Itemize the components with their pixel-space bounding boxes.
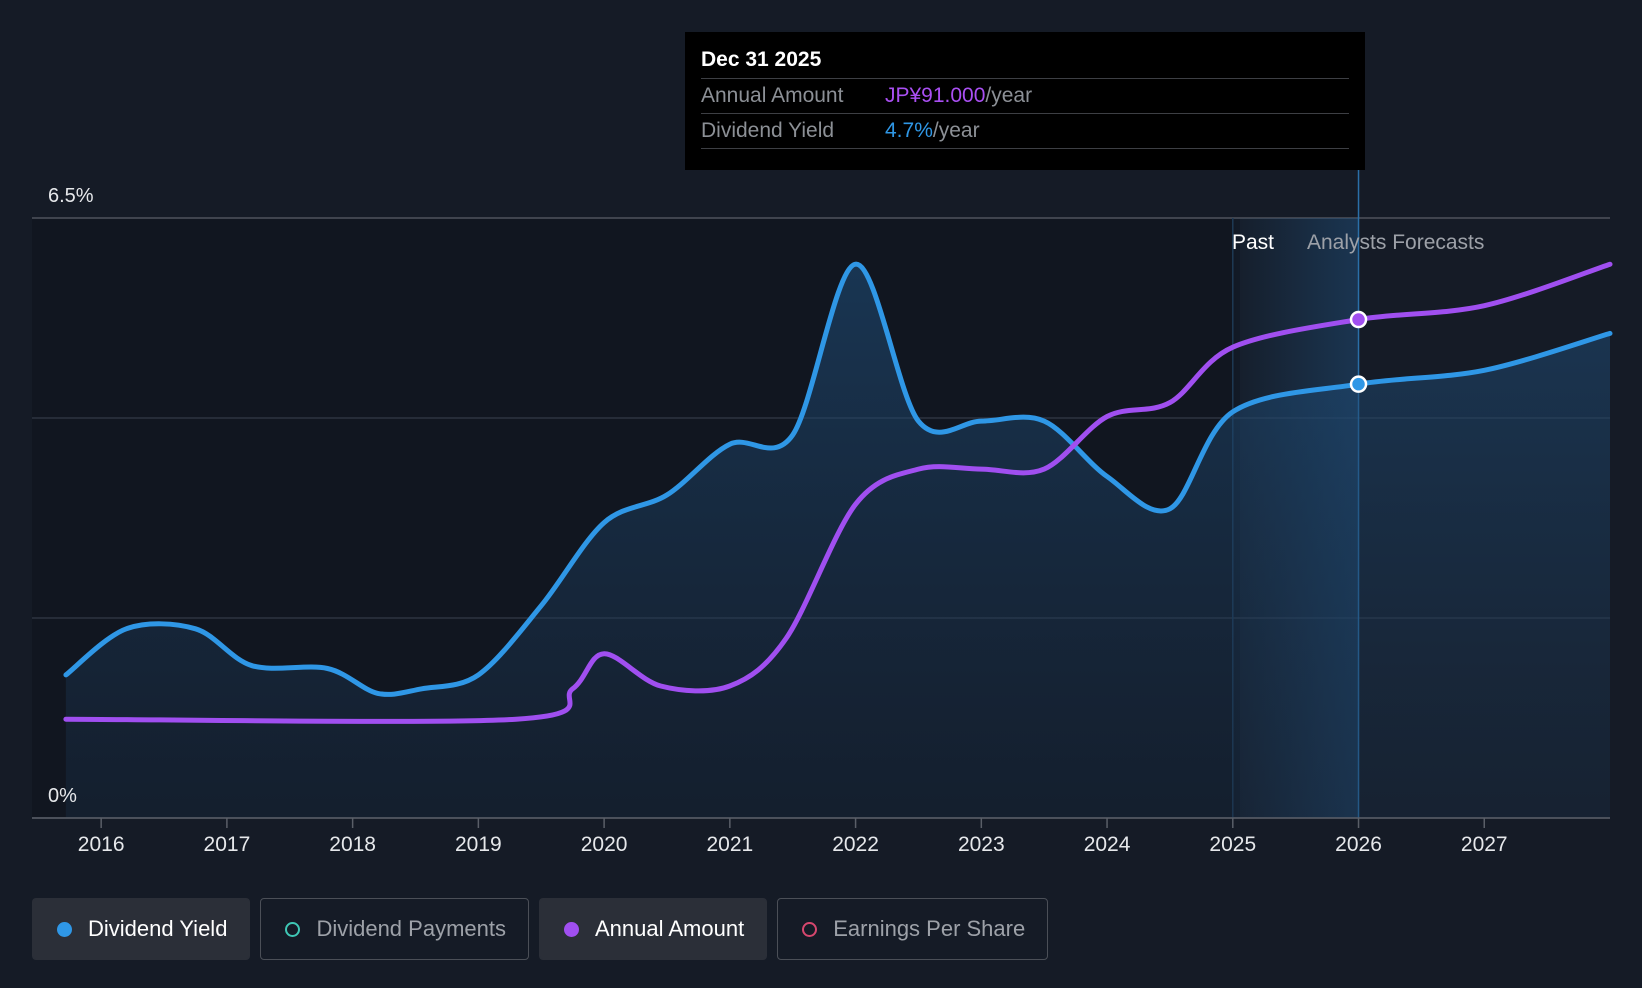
legend-dividend-payments[interactable]: Dividend Payments — [260, 898, 529, 960]
marker-dividend-yield — [1349, 375, 1368, 393]
tooltip-unit: /year — [985, 84, 1033, 107]
legend-dot-icon — [57, 921, 72, 937]
area-dividend-yield — [65, 264, 1610, 818]
legend-ring-icon — [285, 921, 301, 937]
legend-label: Dividend Payments — [316, 916, 506, 941]
x-tick-label: 2022 — [832, 833, 879, 856]
y-tick-label: 0% — [48, 785, 77, 807]
legend-dot-icon — [563, 921, 579, 937]
x-tick-label: 2020 — [581, 833, 628, 856]
tooltip-unit: /year — [932, 119, 980, 142]
region-label-past: Past — [1232, 231, 1274, 254]
tooltip: Dec 31 2025 Annual Amount JP¥91.000/year … — [685, 32, 1365, 170]
legend-annual-amount[interactable]: Annual Amount — [538, 898, 768, 960]
legend: Dividend Yield Dividend Payments Annual … — [32, 898, 1049, 960]
x-tick-label: 2024 — [1084, 833, 1131, 856]
x-axis: 2016 2017 2018 2019 2020 2021 2022 2023 2024 2025… — [32, 817, 1610, 856]
x-tick-label: 2021 — [706, 833, 753, 856]
y-tick-label: 6.5% — [48, 185, 94, 207]
x-tick-label: 2026 — [1335, 833, 1382, 856]
line-dividend-yield — [63, 261, 1613, 697]
x-tick-label: 2027 — [1461, 833, 1508, 856]
x-tick-label: 2025 — [1209, 833, 1256, 856]
tooltip-label: Annual Amount — [701, 84, 844, 107]
x-tick-label: 2017 — [204, 833, 251, 856]
legend-dividend-yield[interactable]: Dividend Yield — [32, 898, 251, 960]
x-tick-label: 2019 — [455, 833, 502, 856]
tooltip-label: Dividend Yield — [701, 119, 835, 142]
legend-ring-icon — [802, 921, 818, 937]
x-tick-label: 2018 — [329, 833, 376, 856]
tooltip-value: JP¥91.000 — [885, 84, 986, 107]
tooltip-row-dividend-yield: Dividend Yield 4.7%/year — [701, 114, 1349, 149]
series-layer — [63, 261, 1613, 818]
tooltip-value: 4.7% — [885, 119, 933, 142]
tooltip-row-annual-amount: Annual Amount JP¥91.000/year — [701, 79, 1349, 114]
legend-label: Dividend Yield — [88, 916, 228, 941]
x-tick-label: 2016 — [78, 833, 125, 856]
region-label-forecast: Analysts Forecasts — [1307, 231, 1484, 254]
x-tick-label: 2023 — [958, 833, 1005, 856]
marker-annual-amount — [1349, 310, 1368, 329]
line-annual-amount — [63, 261, 1613, 724]
legend-earnings-per-share[interactable]: Earnings Per Share — [777, 898, 1049, 960]
tooltip-date: Dec 31 2025 — [701, 46, 1349, 79]
legend-label: Annual Amount — [594, 916, 745, 941]
legend-label: Earnings Per Share — [833, 916, 1026, 941]
y-axis: 0% 6.5% — [48, 185, 94, 807]
